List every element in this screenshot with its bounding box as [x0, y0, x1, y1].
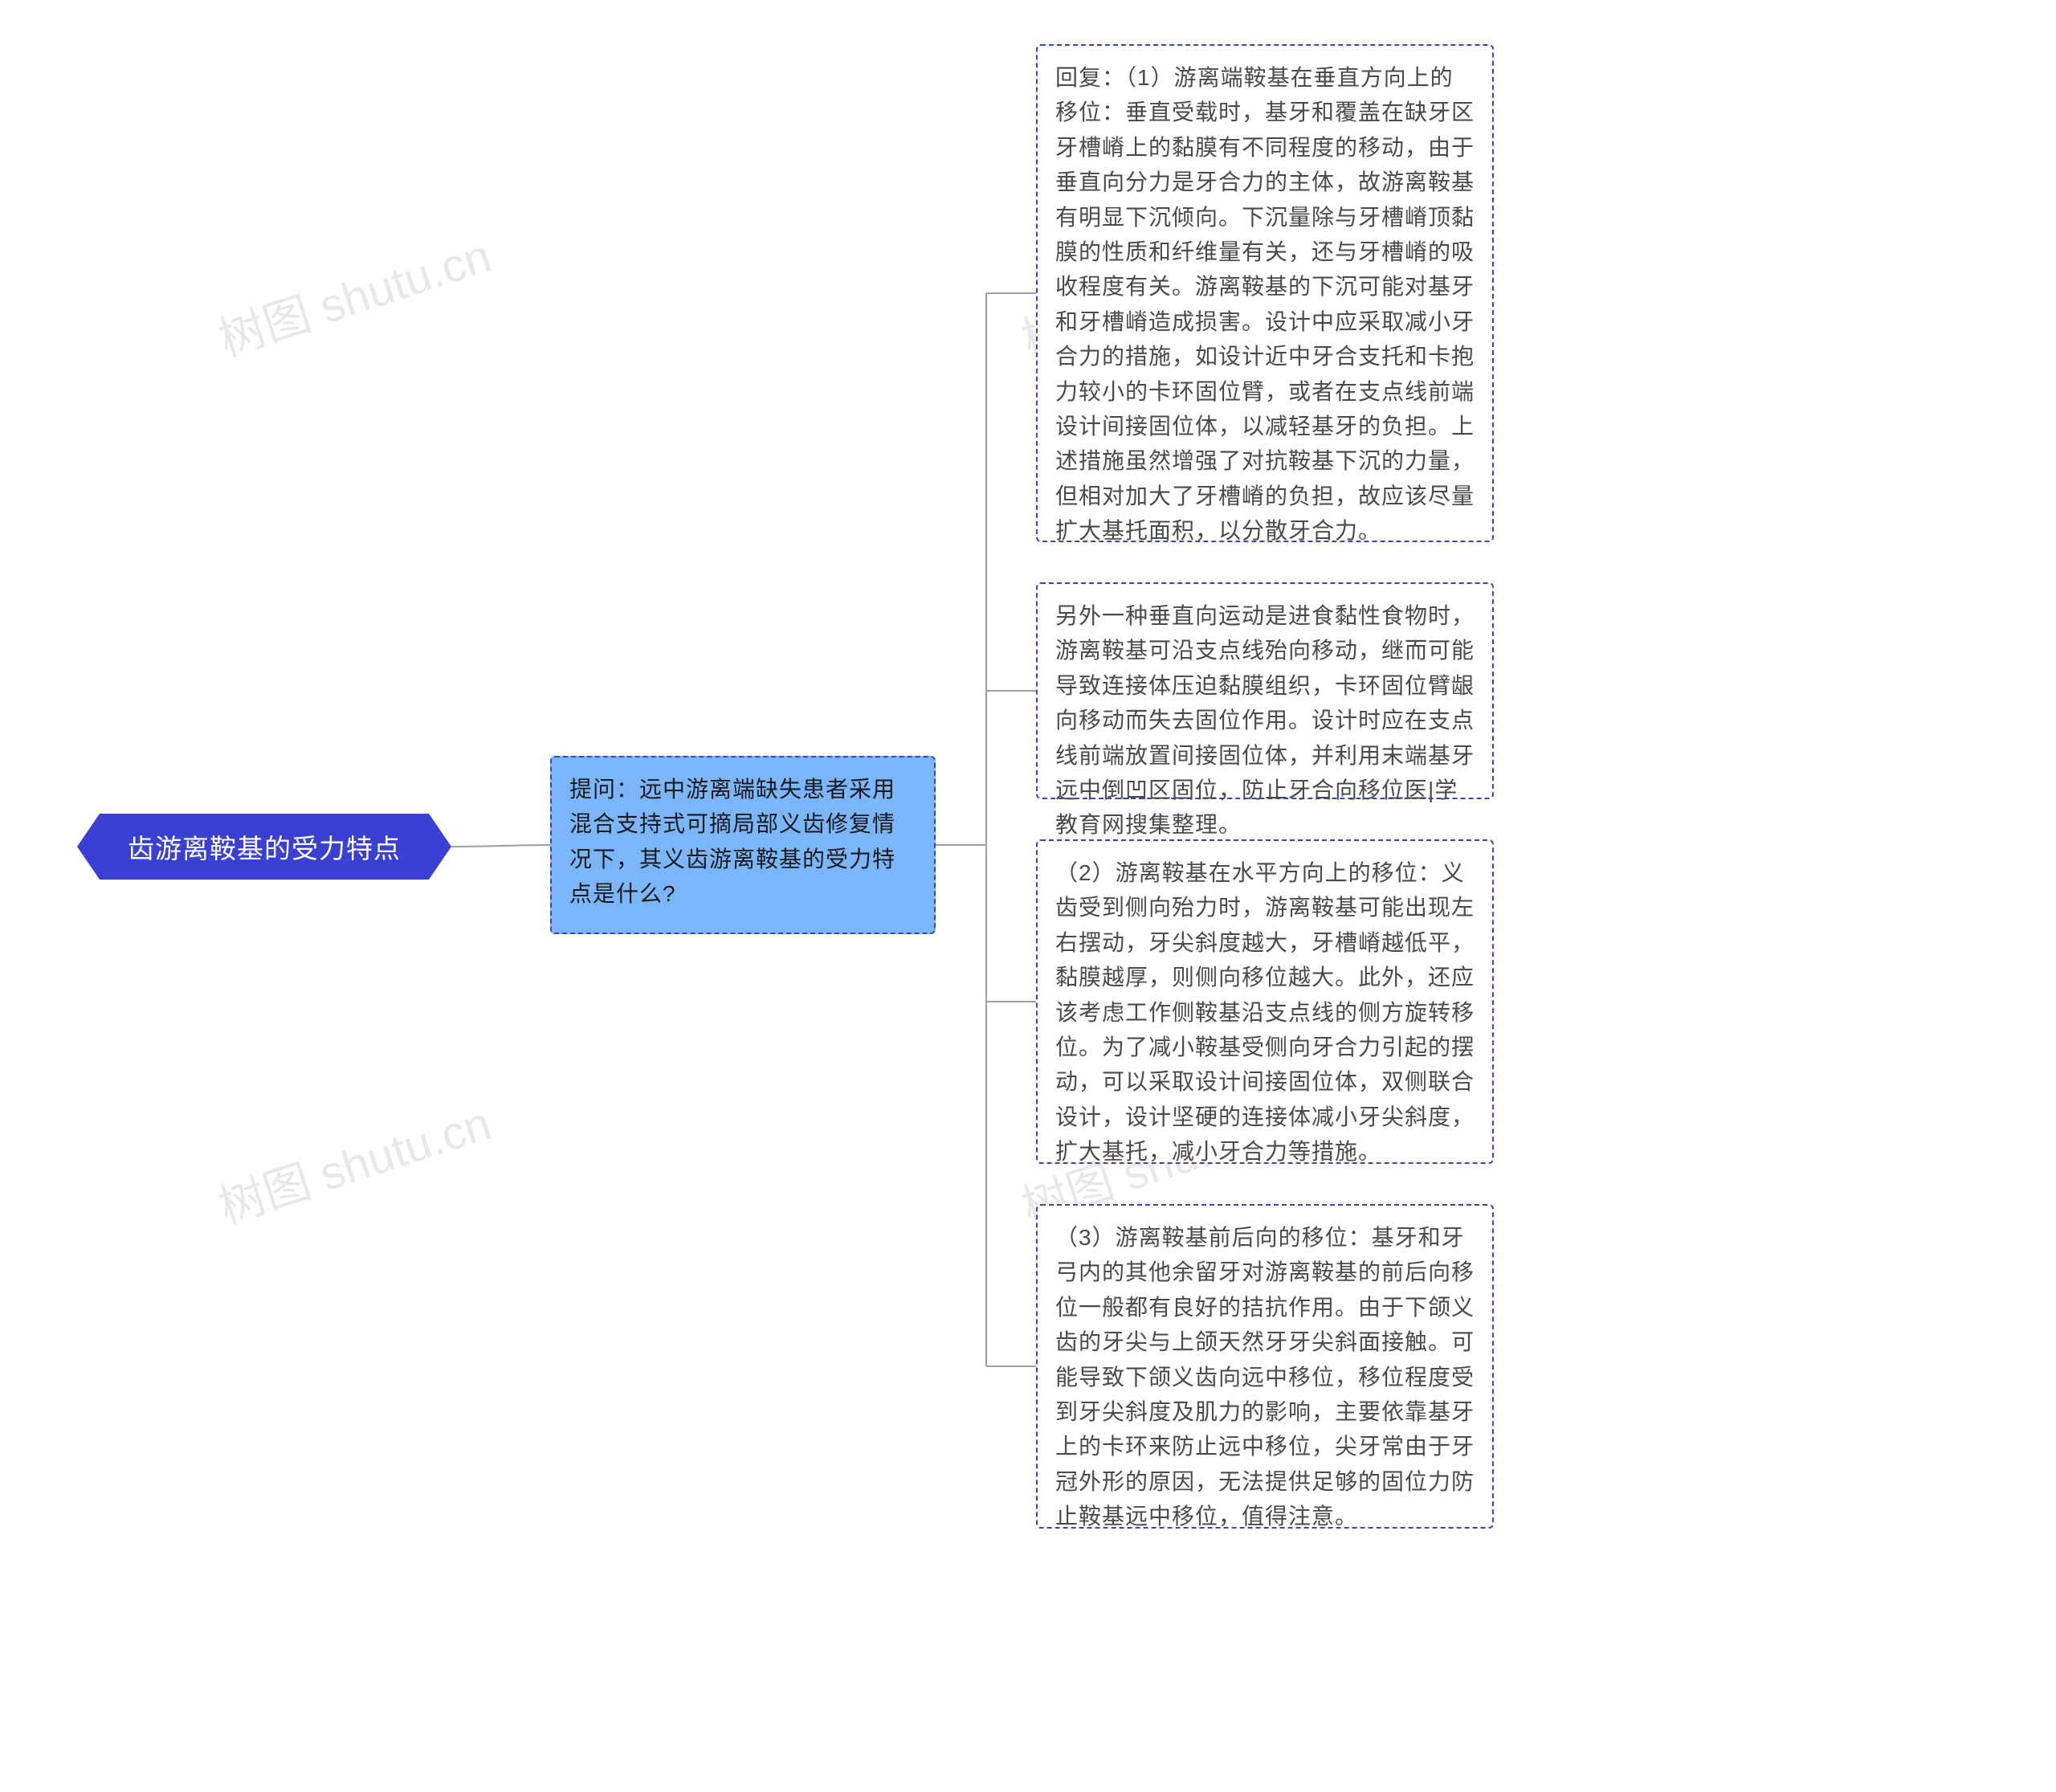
root-node: 齿游离鞍基的受力特点	[77, 814, 451, 880]
leaf-node: （3）游离鞍基前后向的移位：基牙和牙弓内的其他余留牙对游离鞍基的前后向移位一般都…	[1036, 1204, 1494, 1529]
leaf-node: （2）游离鞍基在水平方向上的移位：义齿受到侧向殆力时，游离鞍基可能出现左右摆动，…	[1036, 839, 1494, 1164]
watermark: 树图 shutu.cn	[209, 218, 498, 369]
leaf-node-text: （2）游离鞍基在水平方向上的移位：义齿受到侧向殆力时，游离鞍基可能出现左右摆动，…	[1055, 860, 1475, 1164]
branch-node-text: 提问：远中游离端缺失患者采用混合支持式可摘局部义齿修复情况下，其义齿游离鞍基的受…	[569, 777, 895, 906]
leaf-node: 回复：（1）游离端鞍基在垂直方向上的移位：垂直受载时，基牙和覆盖在缺牙区牙槽嵴上…	[1036, 44, 1494, 542]
watermark: 树图 shutu.cn	[209, 1085, 498, 1236]
leaf-node: 另外一种垂直向运动是进食黏性食物时，游离鞍基可沿支点线殆向移动，继而可能导致连接…	[1036, 582, 1494, 799]
leaf-node-text: 回复：（1）游离端鞍基在垂直方向上的移位：垂直受载时，基牙和覆盖在缺牙区牙槽嵴上…	[1055, 65, 1475, 543]
mindmap-canvas: 树图 shutu.cn 树图 shutu.cn 树图 shutu.cn 树图 s…	[0, 0, 2056, 1792]
leaf-node-text: 另外一种垂直向运动是进食黏性食物时，游离鞍基可沿支点线殆向移动，继而可能导致连接…	[1055, 603, 1475, 837]
connector-lines	[0, 0, 2056, 1792]
root-node-text: 齿游离鞍基的受力特点	[128, 827, 401, 866]
branch-node: 提问：远中游离端缺失患者采用混合支持式可摘局部义齿修复情况下，其义齿游离鞍基的受…	[550, 756, 936, 934]
leaf-node-text: （3）游离鞍基前后向的移位：基牙和牙弓内的其他余留牙对游离鞍基的前后向移位一般都…	[1055, 1225, 1475, 1529]
